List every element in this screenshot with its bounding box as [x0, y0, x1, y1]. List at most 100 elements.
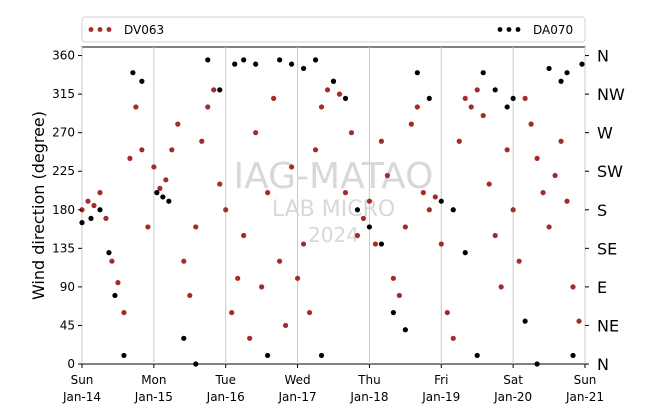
- point-DV063-12: [151, 164, 157, 170]
- point-DV063-36: [294, 275, 301, 281]
- legend: DV063 DA070: [81, 16, 586, 43]
- watermark-text-1: LAB MICRO: [272, 197, 395, 222]
- point-DA070-23: [318, 352, 325, 359]
- point-DA070-8: [154, 190, 160, 196]
- point-DV063-74: [522, 95, 528, 102]
- point-DA070-0: [79, 220, 85, 226]
- point-DV063-53: [396, 292, 402, 299]
- point-DA070-32: [426, 95, 432, 102]
- point-DV063-43: [336, 91, 343, 97]
- point-DV063-35: [288, 164, 295, 170]
- point-DV063-59: [432, 194, 438, 200]
- point-DA070-27: [366, 224, 373, 230]
- point-DV063-49: [372, 241, 379, 247]
- y-right-tick-label-5: SW: [597, 162, 623, 181]
- point-DV063-9: [133, 104, 139, 110]
- point-DA070-20: [288, 61, 295, 67]
- point-DV063-4: [103, 215, 109, 221]
- point-DV063-64: [462, 95, 468, 102]
- x-tick-date-3: Jan-17: [278, 390, 317, 404]
- point-DV063-18: [187, 292, 193, 299]
- point-DV063-31: [265, 190, 271, 196]
- point-DV063-61: [444, 309, 450, 316]
- legend-marker-DA070: [515, 27, 521, 32]
- point-DV063-50: [378, 138, 385, 144]
- point-DV063-33: [277, 258, 283, 264]
- point-DV063-48: [366, 198, 373, 204]
- y-right-tick-label-0: N: [597, 355, 609, 374]
- point-DA070-7: [139, 78, 145, 84]
- point-DV063-78: [546, 224, 552, 230]
- y-right-tick-label-2: E: [597, 278, 607, 297]
- point-DA070-31: [414, 70, 420, 76]
- point-DV063-63: [456, 138, 462, 144]
- point-DV063-57: [420, 190, 426, 196]
- point-DV063-17: [181, 258, 187, 264]
- y-tick-label-3: 135: [52, 241, 75, 255]
- point-DA070-4: [112, 292, 118, 299]
- point-DV063-56: [414, 104, 420, 110]
- point-DA070-11: [181, 335, 187, 341]
- point-DA070-46: [570, 352, 576, 359]
- x-tick-day-2: Tue: [214, 373, 236, 387]
- point-DV063-15: [169, 147, 175, 153]
- point-DV063-70: [498, 284, 504, 290]
- point-DV063-75: [528, 121, 534, 127]
- point-DA070-22: [312, 57, 319, 63]
- point-DV063-32: [271, 95, 277, 102]
- point-DV063-38: [306, 309, 313, 316]
- x-tick-date-2: Jan-16: [206, 390, 245, 404]
- point-DV063-34: [282, 322, 289, 329]
- point-DV063-82: [570, 284, 576, 290]
- point-DA070-30: [402, 327, 408, 333]
- y-right-tick-label-4: S: [597, 201, 607, 220]
- point-DA070-24: [330, 78, 337, 84]
- point-DV063-47: [360, 215, 367, 221]
- point-DV063-68: [486, 181, 492, 187]
- point-DV063-62: [450, 335, 456, 341]
- point-DA070-29: [390, 309, 396, 316]
- x-tick-day-4: Thu: [357, 373, 381, 387]
- x-tick-date-7: Jan-21: [565, 390, 604, 404]
- point-DV063-7: [121, 309, 127, 316]
- point-DV063-66: [474, 87, 480, 93]
- point-DA070-42: [534, 361, 540, 367]
- point-DV063-73: [516, 258, 522, 264]
- point-DA070-35: [462, 250, 468, 256]
- point-DV063-77: [540, 190, 546, 196]
- legend-marker-DV063: [88, 27, 94, 32]
- point-DV063-13: [157, 185, 163, 191]
- point-DV063-14: [163, 177, 169, 183]
- plot-frame: [81, 46, 586, 365]
- point-DA070-12: [193, 361, 199, 367]
- point-DV063-25: [229, 309, 235, 316]
- point-DA070-15: [232, 61, 238, 67]
- point-DV063-58: [426, 207, 432, 213]
- legend-marker-DV063: [97, 27, 103, 32]
- point-DV063-16: [175, 121, 181, 127]
- watermark-text-2: 2024: [308, 223, 359, 247]
- point-DV063-24: [223, 207, 229, 213]
- legend-marker-DV063: [106, 27, 112, 32]
- point-DA070-37: [480, 70, 486, 76]
- point-DV063-69: [492, 232, 498, 239]
- point-DA070-16: [241, 57, 247, 63]
- point-DV063-81: [564, 198, 570, 204]
- point-DV063-44: [342, 190, 349, 196]
- point-DA070-1: [88, 215, 94, 221]
- point-DA070-28: [378, 241, 385, 247]
- point-DV063-8: [127, 155, 133, 161]
- legend-label-DA070: DA070: [533, 23, 573, 37]
- point-DV063-41: [324, 87, 331, 93]
- series-DA070: [79, 57, 585, 367]
- point-DA070-6: [130, 70, 136, 76]
- point-DV063-65: [468, 104, 474, 110]
- y-right-tick-label-6: W: [597, 124, 613, 143]
- point-DV063-5: [109, 258, 115, 264]
- x-tick-date-0: Jan-14: [62, 390, 101, 404]
- point-DV063-51: [384, 172, 390, 179]
- point-DV063-1: [85, 198, 91, 204]
- point-DA070-13: [205, 57, 211, 63]
- point-DA070-39: [504, 104, 510, 110]
